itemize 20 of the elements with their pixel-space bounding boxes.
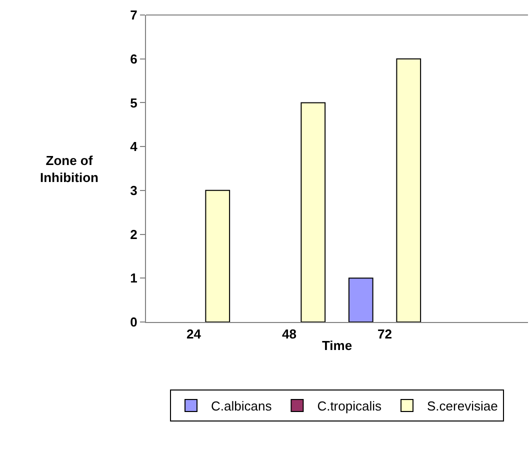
- x-tick-label: 48: [282, 326, 296, 342]
- bar: [348, 278, 374, 322]
- y-tick-label: 4: [130, 139, 138, 154]
- bar: [205, 190, 230, 322]
- y-tick-label: 7: [130, 8, 138, 23]
- y-tick-label: 6: [130, 51, 138, 66]
- y-axis-title: Zone of Inhibition: [40, 153, 99, 185]
- y-tick-label: 2: [130, 226, 138, 242]
- y-tick-label: 1: [130, 270, 138, 286]
- bar: [396, 58, 422, 322]
- legend-label: S.cerevisiae: [426, 398, 498, 414]
- x-tick-label: 24: [186, 326, 202, 342]
- y-tick-label: 0: [130, 314, 138, 330]
- legend-label: C.albicans: [211, 398, 272, 414]
- x-tick-label: 72: [378, 326, 392, 342]
- y-tick-label: 5: [130, 95, 138, 110]
- x-axis-title: Time: [322, 338, 352, 354]
- bar: [300, 102, 326, 322]
- legend-label: C.tropicalis: [317, 398, 382, 414]
- y-tick-label: 3: [130, 182, 138, 198]
